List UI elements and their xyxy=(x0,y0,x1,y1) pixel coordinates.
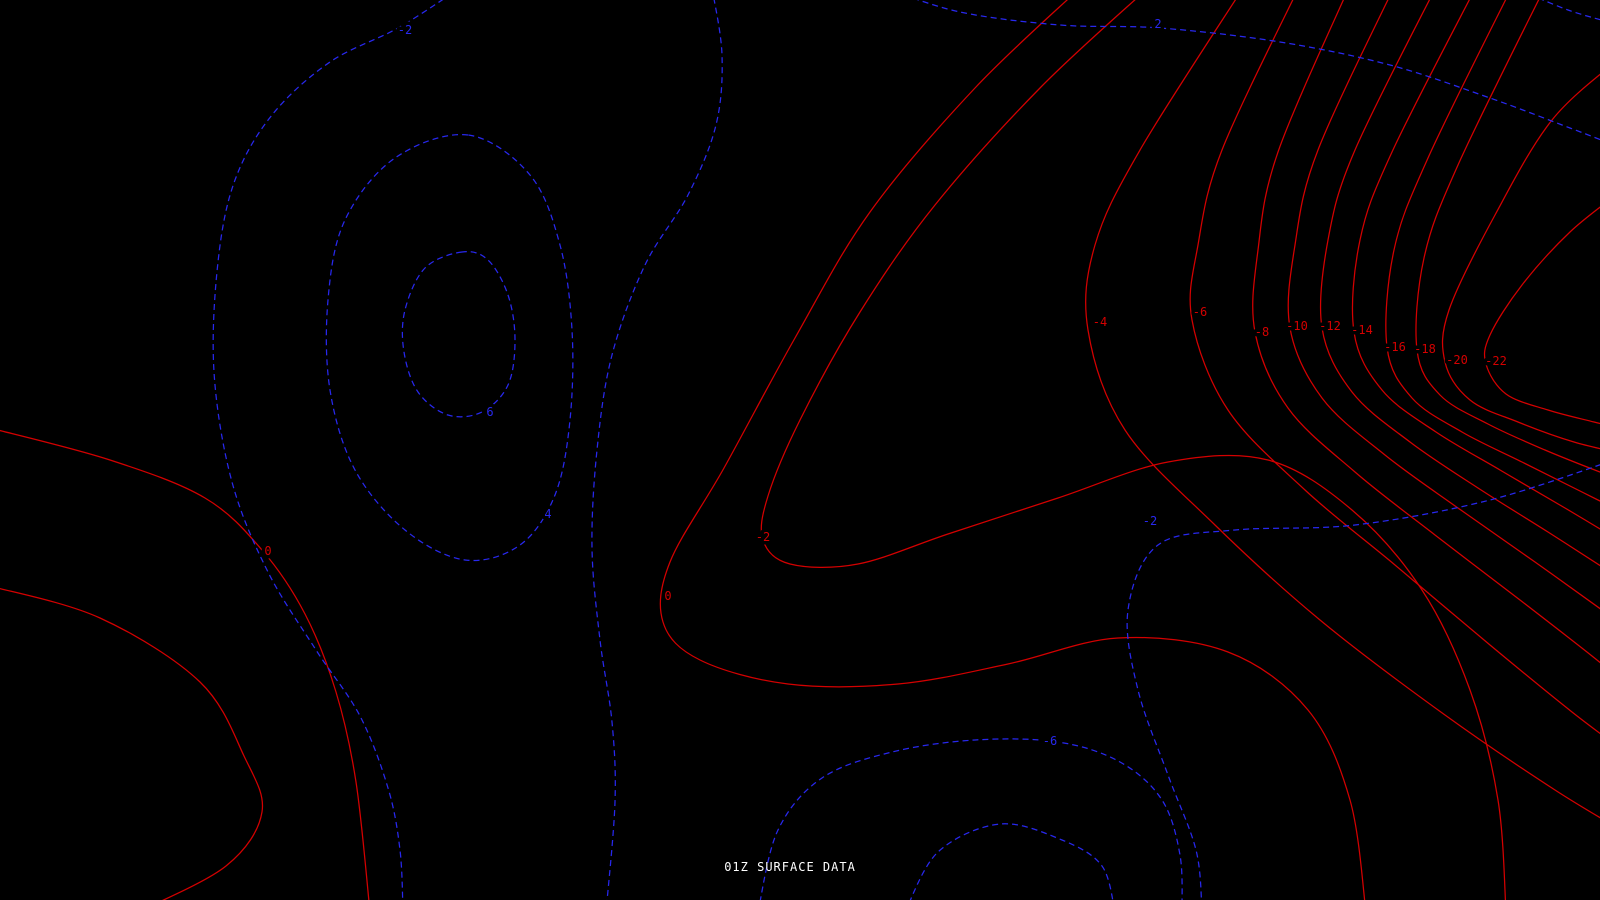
contour-line-blue-m2-west-left xyxy=(212,0,444,900)
contour-label-red-0-central: 0 xyxy=(664,589,671,603)
contour-line-red-m14 xyxy=(1351,0,1600,530)
contour-line-red-m12 xyxy=(1319,0,1600,567)
contour-label-blue-m2-west-left: -2 xyxy=(398,23,412,37)
contour-line-red-m6 xyxy=(1189,0,1600,735)
contour-line-blue-m2-east xyxy=(1126,464,1600,900)
contour-label-blue-m6-bottom-dome: -6 xyxy=(1043,734,1057,748)
contour-line-red-west-inner xyxy=(0,587,264,900)
contour-line-blue-2-top-right xyxy=(916,0,1600,141)
chart-title: 01Z SURFACE DATA xyxy=(724,860,856,874)
contour-line-red-0-central xyxy=(659,0,1366,900)
contour-line-red-m16 xyxy=(1385,0,1600,502)
contour-label-red-m8: -8 xyxy=(1255,325,1269,339)
contour-line-red-m4 xyxy=(1085,0,1600,819)
contour-label-red-m6: -6 xyxy=(1193,305,1207,319)
contour-line-red-m18 xyxy=(1415,0,1600,473)
contour-label-blue-6-oval: 6 xyxy=(486,405,493,419)
contour-label-red-m12: -12 xyxy=(1319,319,1341,333)
contour-label-blue-m2-east: -2 xyxy=(1143,514,1157,528)
contour-label-red-m22: -22 xyxy=(1485,354,1507,368)
contour-line-blue-4-oval xyxy=(325,133,574,562)
contour-line-red-m22 xyxy=(1483,206,1600,425)
contour-line-red-m8 xyxy=(1252,0,1600,664)
contour-label-red-0-west: 0 xyxy=(264,544,271,558)
contour-label-red-m2-central: -2 xyxy=(756,530,770,544)
contour-line-red-m10 xyxy=(1287,0,1600,610)
contour-line-red-m20 xyxy=(1441,73,1600,450)
contour-line-blue-m2-west-right xyxy=(591,0,723,900)
contour-line-red-0-west xyxy=(0,429,370,900)
contour-line-blue-m6-bottom-dome xyxy=(759,738,1183,900)
contour-line-blue-6-oval xyxy=(401,251,516,418)
contour-labels-layer: 0 0 -2 -4 -6 -8 -10 -12 -14 -16 -18 -20 -22 -2 4 6 2 -2 -6 xyxy=(261,14,1510,752)
contour-line-blue-corner-top-right xyxy=(1541,0,1600,21)
contour-label-red-m4: -4 xyxy=(1093,315,1107,329)
contour-label-red-m14: -14 xyxy=(1351,323,1373,337)
contour-label-red-m18: -18 xyxy=(1414,342,1436,356)
contour-line-blue-bottom-dome-inner xyxy=(909,823,1114,900)
contour-label-red-m20: -20 xyxy=(1446,353,1468,367)
contour-label-red-m16: -16 xyxy=(1384,340,1406,354)
contour-label-blue-4-oval: 4 xyxy=(544,507,551,521)
contour-label-blue-2-top-right: 2 xyxy=(1154,17,1161,31)
contour-label-red-m10: -10 xyxy=(1286,319,1308,333)
contour-line-red-m2-central xyxy=(760,0,1507,900)
